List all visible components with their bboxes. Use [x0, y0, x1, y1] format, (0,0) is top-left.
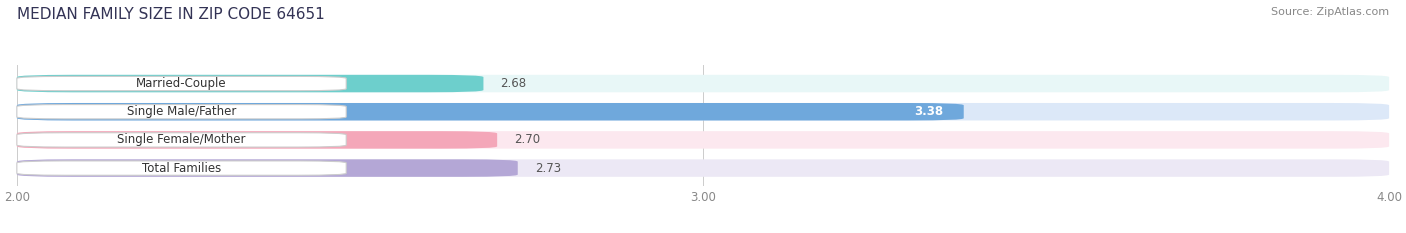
FancyBboxPatch shape — [17, 133, 346, 147]
FancyBboxPatch shape — [17, 161, 346, 175]
Text: 2.73: 2.73 — [534, 161, 561, 175]
Text: Total Families: Total Families — [142, 161, 221, 175]
FancyBboxPatch shape — [17, 103, 963, 120]
Text: 3.38: 3.38 — [914, 105, 943, 118]
Text: 2.70: 2.70 — [515, 134, 540, 146]
FancyBboxPatch shape — [17, 76, 346, 91]
Text: Single Female/Mother: Single Female/Mother — [117, 134, 246, 146]
Text: Married-Couple: Married-Couple — [136, 77, 226, 90]
FancyBboxPatch shape — [17, 103, 1389, 120]
FancyBboxPatch shape — [17, 105, 346, 119]
Text: Single Male/Father: Single Male/Father — [127, 105, 236, 118]
Text: MEDIAN FAMILY SIZE IN ZIP CODE 64651: MEDIAN FAMILY SIZE IN ZIP CODE 64651 — [17, 7, 325, 22]
FancyBboxPatch shape — [17, 159, 1389, 177]
FancyBboxPatch shape — [17, 131, 1389, 149]
Text: 2.68: 2.68 — [501, 77, 527, 90]
FancyBboxPatch shape — [17, 75, 484, 92]
FancyBboxPatch shape — [17, 131, 498, 149]
FancyBboxPatch shape — [17, 159, 517, 177]
Text: Source: ZipAtlas.com: Source: ZipAtlas.com — [1271, 7, 1389, 17]
FancyBboxPatch shape — [17, 75, 1389, 92]
